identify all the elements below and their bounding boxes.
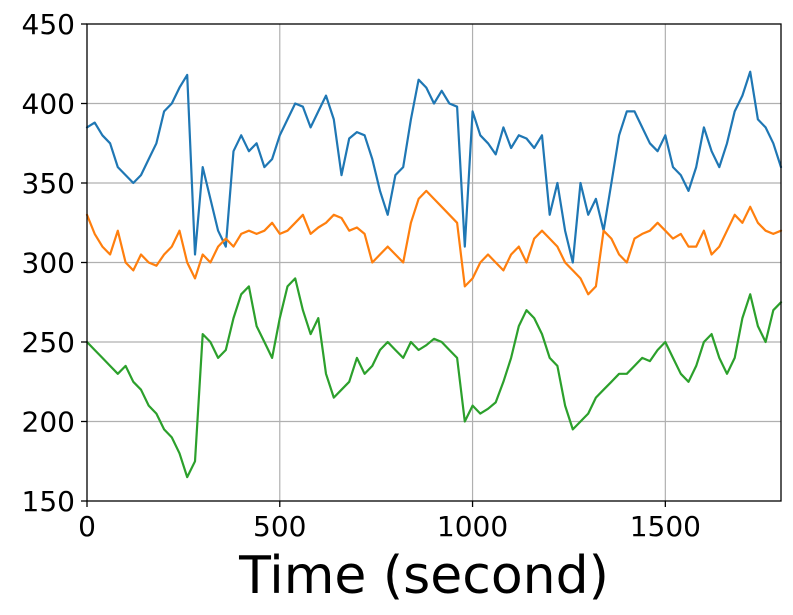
series-line-1 [85, 70, 783, 264]
y-tick-label: 150 [22, 485, 75, 518]
y-tick-label: 400 [22, 88, 75, 121]
y-tick-label: 300 [22, 247, 75, 280]
y-tick-label: 450 [22, 8, 75, 41]
x-tick-label: 1000 [437, 510, 508, 543]
y-tick-label: 200 [22, 406, 75, 439]
y-tick-label: 250 [22, 326, 75, 359]
x-tick-label: 0 [78, 510, 96, 543]
grid [87, 24, 781, 501]
ticks: 0 500 1000 1500 150 200 250 300 350 400 450 [22, 8, 701, 543]
series-line-2 [85, 189, 783, 296]
series-line-3 [85, 277, 783, 479]
x-tick-label: 500 [253, 510, 306, 543]
y-tick-label: 350 [22, 167, 75, 200]
series-group [85, 70, 783, 479]
x-tick-label: 1500 [630, 510, 701, 543]
x-axis-title: Time (second) [238, 546, 609, 606]
